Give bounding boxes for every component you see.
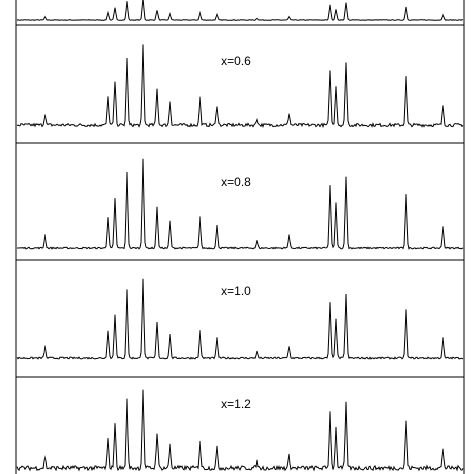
spectrum	[16, 44, 464, 129]
spectrum	[16, 278, 464, 360]
spectrum	[17, 158, 464, 250]
spectrum	[16, 0, 463, 21]
spectrum	[16, 389, 464, 472]
frames	[15, 0, 465, 474]
panel-label: x=0.8	[221, 175, 251, 189]
panel-label: x=1.0	[221, 284, 251, 298]
spectra	[16, 0, 464, 472]
panel-label: x=0.6	[221, 54, 251, 68]
panel-label: x=1.2	[221, 397, 251, 411]
